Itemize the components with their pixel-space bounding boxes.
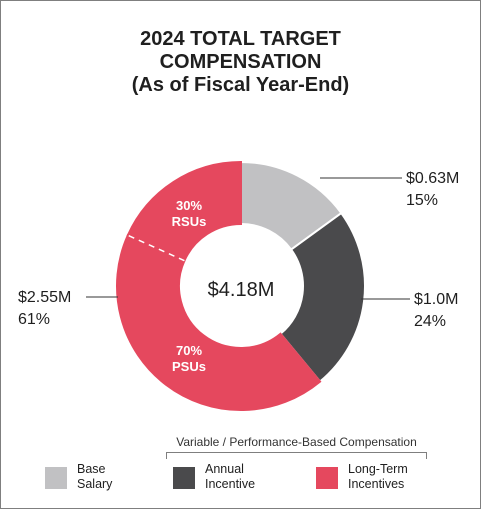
legend-item-long-term-incentives: Long-Term Incentives (316, 462, 408, 492)
rsu-name-label: RSUs (172, 214, 207, 229)
long-term-percent-label: 61% (18, 311, 51, 328)
annotation-annual: $1.0M 24% (414, 289, 458, 333)
legend-label-line: Incentives (348, 477, 405, 491)
legend-heading: Variable / Performance-Based Compensatio… (176, 435, 417, 449)
legend-swatch-annual (173, 467, 195, 489)
legend-swatch-base (45, 467, 67, 489)
psu-name-label: PSUs (172, 359, 206, 374)
slice-annual-incentive (279, 211, 366, 383)
title-line-1: 2024 TOTAL TARGET (140, 28, 341, 50)
legend-label-line: Long-Term (348, 462, 408, 476)
annual-percent-label: 24% (414, 313, 447, 330)
annotation-long-term: $2.55M 61% (18, 287, 71, 331)
psu-percent-label: 70% (176, 343, 202, 358)
legend-bracket (166, 452, 427, 459)
base-value-label: $0.63M (406, 170, 460, 187)
legend-label-line: Salary (77, 477, 113, 491)
chart-title: 2024 TOTAL TARGET COMPENSATION (As of Fi… (0, 28, 481, 97)
rsu-percent-label: 30% (176, 198, 202, 213)
long-term-value-label: $2.55M (18, 289, 72, 306)
legend-item-base-salary: Base Salary (45, 462, 112, 492)
legend-label-line: Incentive (205, 477, 256, 491)
title-line-3: (As of Fiscal Year-End) (131, 74, 350, 96)
title-line-2: COMPENSATION (159, 51, 322, 73)
legend-label-line: Base (77, 462, 106, 476)
legend-item-annual-incentive: Annual Incentive (173, 462, 255, 492)
base-percent-label: 15% (406, 192, 439, 209)
slice-rsus (126, 160, 242, 262)
annotation-base: $0.63M 15% (406, 168, 459, 212)
slice-psus (116, 234, 322, 411)
annual-value-label: $1.0M (414, 291, 459, 308)
center-label: $4.18M (208, 279, 275, 301)
legend-swatch-long-term (316, 467, 338, 489)
legend-label-line: Annual (205, 462, 244, 476)
